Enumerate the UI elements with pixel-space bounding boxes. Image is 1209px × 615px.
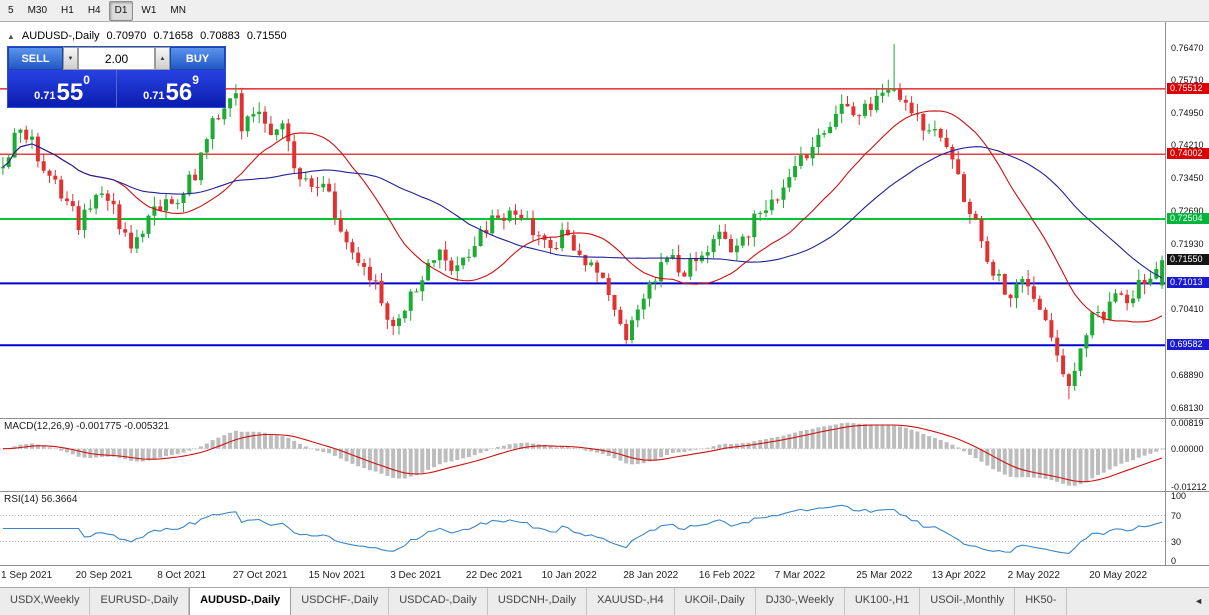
timeframe-button-h1[interactable]: H1: [61, 4, 74, 16]
macd-axis-tick: -0.01212: [1171, 481, 1207, 492]
price-axis-tick: 0.68890: [1171, 370, 1204, 381]
rsi-chart[interactable]: [0, 492, 1165, 565]
date-axis[interactable]: 1 Sep 2021 20 Sep 2021 8 Oct 2021 27 Oct 20…: [0, 566, 1165, 587]
date-axis-label: 7 Mar 2022: [774, 570, 826, 581]
price-axis-tick: 0.76470: [1171, 42, 1204, 53]
rsi-label: RSI(14) 56.3664: [4, 494, 78, 505]
price-level-label: 0.69582: [1167, 339, 1209, 351]
date-axis-label: 25 Mar 2022: [856, 570, 913, 581]
one-click-trade-panel: SELL ▼ ▲ BUY 0.71 55 0 0.71 56 9: [7, 46, 226, 108]
symbol-tab-usdchf-daily[interactable]: USDCHF-,Daily: [291, 588, 390, 615]
symbol-tab-uk100-h1[interactable]: UK100-,H1: [845, 588, 921, 615]
volume-input[interactable]: [78, 47, 155, 70]
buy-price-display[interactable]: 0.71 56 9: [116, 70, 225, 107]
price-level-label: 0.74002: [1167, 148, 1209, 160]
date-axis-label: 13 Apr 2022: [931, 570, 986, 581]
price-axis-tick: 0.74210: [1171, 140, 1204, 151]
trade-panel-collapse-icon[interactable]: ▲: [7, 31, 15, 41]
date-axis-label: 22 Dec 2021: [465, 570, 523, 581]
buy-price-pip-digit: 9: [192, 73, 199, 87]
rsi-axis-tick: 30: [1171, 536, 1182, 547]
price-axis-tick: 0.71930: [1171, 238, 1204, 249]
symbol-tab-usdx-weekly[interactable]: USDX,Weekly: [0, 588, 91, 615]
rsi-axis-tick: 70: [1171, 510, 1182, 521]
symbol-tab-hk50[interactable]: HK50-: [1015, 588, 1068, 615]
pane-separator[interactable]: [0, 491, 1209, 492]
pane-separator[interactable]: [0, 418, 1209, 419]
volume-increase-button[interactable]: ▲: [155, 47, 170, 70]
date-axis-label: 3 Dec 2021: [390, 570, 442, 581]
buy-price-big-digits: 56: [165, 79, 193, 106]
symbol-tab-usoil-monthly[interactable]: USOil-,Monthly: [920, 588, 1016, 615]
symbol-tab-usdcad-daily[interactable]: USDCAD-,Daily: [389, 588, 488, 615]
price-axis-tick: 0.68130: [1171, 403, 1204, 414]
ohlc-low: 0.70883: [200, 30, 240, 42]
sell-button[interactable]: SELL: [8, 47, 63, 70]
ohlc-high: 0.71658: [153, 30, 194, 42]
buy-button[interactable]: BUY: [170, 47, 225, 70]
macd-chart[interactable]: [0, 419, 1165, 491]
macd-axis-tick: 0.00819: [1171, 418, 1204, 429]
symbol-tab-dj30-weekly[interactable]: DJ30-,Weekly: [756, 588, 845, 615]
main-chart-pane[interactable]: ▲ AUDUSD-,Daily 0.70970 0.71658 0.70883 …: [0, 22, 1165, 418]
date-axis-label: 15 Nov 2021: [308, 570, 366, 581]
price-level-label: 0.71550: [1167, 254, 1209, 266]
price-level-label: 0.71013: [1167, 277, 1209, 289]
symbol-tab-xauusd-h4[interactable]: XAUUSD-,H4: [587, 588, 675, 615]
date-axis-label: 27 Oct 2021: [232, 570, 288, 581]
timeframe-button-mn[interactable]: MN: [170, 4, 186, 16]
date-axis-label: 1 Sep 2021: [1, 570, 53, 581]
sell-price-display[interactable]: 0.71 55 0: [8, 70, 116, 107]
timeframe-button-d1[interactable]: D1: [108, 0, 134, 21]
ohlc-open: 0.70970: [106, 30, 147, 42]
sell-price-big-digits: 55: [56, 79, 84, 106]
chart-symbol-label: AUDUSD-,Daily: [21, 30, 100, 42]
buy-price-prefix: 0.71: [143, 90, 165, 102]
sell-price-pip-digit: 0: [83, 73, 90, 87]
tab-scroll-left-button[interactable]: ◄: [1194, 596, 1203, 606]
price-axis-tick: 0.75710: [1171, 75, 1204, 86]
date-axis-label: 2 May 2022: [1007, 570, 1060, 581]
symbol-tab-audusd-daily[interactable]: AUDUSD-,Daily: [189, 588, 292, 615]
rsi-axis-tick: 0: [1171, 556, 1177, 566]
price-axis[interactable]: 0.76470 0.75710 0.74950 0.74210 0.73450 0.726…: [1165, 22, 1209, 566]
trade-panel-controls: SELL ▼ ▲ BUY: [8, 47, 225, 70]
chart-header: ▲ AUDUSD-,Daily 0.70970 0.71658 0.70883 …: [7, 30, 287, 42]
timeframe-button-5[interactable]: 5: [8, 4, 14, 16]
date-axis-label: 20 May 2022: [1089, 570, 1148, 581]
price-axis-tick: 0.74950: [1171, 108, 1204, 119]
macd-axis-tick: 0.00000: [1171, 443, 1204, 454]
candlestick-chart[interactable]: [0, 22, 1165, 418]
date-axis-label: 8 Oct 2021: [157, 570, 207, 581]
sell-price-prefix: 0.71: [34, 90, 56, 102]
price-level-label: 0.72504: [1167, 212, 1209, 224]
price-axis-tick: 0.70410: [1171, 304, 1204, 315]
price-axis-tick: 0.73450: [1171, 173, 1204, 184]
volume-decrease-button[interactable]: ▼: [63, 47, 78, 70]
ohlc-close: 0.71550: [246, 30, 287, 42]
date-axis-label: 16 Feb 2022: [698, 570, 756, 581]
symbol-tab-usdcnh-daily[interactable]: USDCNH-,Daily: [488, 588, 588, 615]
date-axis-label: 20 Sep 2021: [75, 570, 133, 581]
rsi-pane[interactable]: RSI(14) 56.3664: [0, 492, 1165, 565]
date-axis-label: 28 Jan 2022: [623, 570, 679, 581]
symbol-tab-ukoil-daily[interactable]: UKOil-,Daily: [675, 588, 756, 615]
symbol-tab-bar: USDX,Weekly EURUSD-,Daily AUDUSD-,Daily USD…: [0, 587, 1209, 615]
date-axis-label: 10 Jan 2022: [541, 570, 597, 581]
timeframe-toolbar: 5 M30 H1 H4 D1 W1 MN: [0, 0, 1209, 22]
price-level-label: 0.75512: [1167, 82, 1209, 94]
rsi-axis-tick: 100: [1171, 491, 1187, 501]
timeframe-button-m30[interactable]: M30: [27, 4, 48, 16]
timeframe-button-h4[interactable]: H4: [87, 4, 101, 16]
price-axis-tick: 0.72690: [1171, 205, 1204, 216]
timeframe-button-w1[interactable]: W1: [141, 4, 157, 16]
trade-panel-prices: 0.71 55 0 0.71 56 9: [8, 70, 225, 107]
macd-label: MACD(12,26,9) -0.001775 -0.005321: [4, 421, 170, 432]
symbol-tab-eurusd-daily[interactable]: EURUSD-,Daily: [90, 588, 190, 615]
macd-pane[interactable]: MACD(12,26,9) -0.001775 -0.005321: [0, 419, 1165, 491]
pane-separator: [0, 565, 1209, 566]
